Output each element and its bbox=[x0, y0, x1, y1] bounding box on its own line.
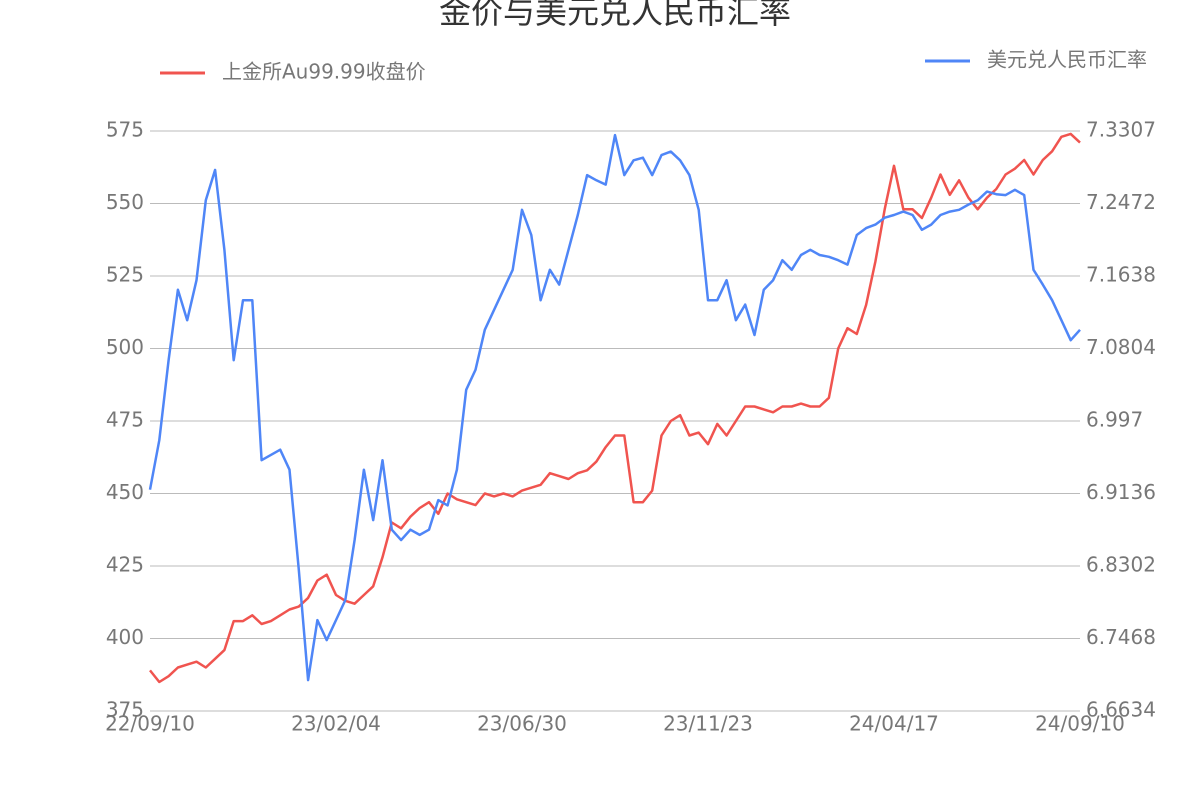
y2-tick-label: 7.1638 bbox=[1086, 263, 1156, 287]
y2-tick-label: 6.7468 bbox=[1086, 625, 1156, 649]
x-tick-label: 24/09/10 bbox=[1035, 712, 1125, 736]
x-tick-label: 23/11/23 bbox=[663, 712, 753, 736]
series-line bbox=[148, 133, 1081, 682]
x-tick-label: 22/09/10 bbox=[105, 712, 195, 736]
legend-label: 美元兑人民币汇率 bbox=[987, 48, 1147, 72]
y-tick-label: 425 bbox=[106, 553, 144, 577]
series-line bbox=[149, 132, 1081, 684]
x-tick-label: 23/02/04 bbox=[291, 712, 381, 736]
y2-tick-label: 7.3307 bbox=[1086, 118, 1156, 142]
y2-tick-label: 6.997 bbox=[1086, 408, 1143, 432]
y-tick-label: 500 bbox=[106, 335, 144, 359]
y-tick-label: 400 bbox=[106, 625, 144, 649]
y2-tick-label: 6.9136 bbox=[1086, 480, 1156, 504]
y-tick-label: 475 bbox=[106, 408, 144, 432]
y-tick-label: 450 bbox=[106, 480, 144, 504]
chart-title: 金价与美元兑人民币汇率 bbox=[439, 0, 791, 31]
x-tick-label: 24/04/17 bbox=[849, 712, 939, 736]
x-tick-label: 23/06/30 bbox=[477, 712, 567, 736]
y2-tick-label: 6.6634 bbox=[1086, 698, 1156, 722]
y2-tick-label: 7.2472 bbox=[1086, 190, 1156, 214]
legend-label: 上金所Au99.99收盘价 bbox=[222, 60, 426, 84]
y2-tick-label: 7.0804 bbox=[1086, 335, 1156, 359]
y-tick-label: 375 bbox=[106, 698, 144, 722]
y-tick-label: 550 bbox=[106, 190, 144, 214]
y-tick-label: 525 bbox=[106, 263, 144, 287]
y2-tick-label: 6.8302 bbox=[1086, 553, 1156, 577]
y-tick-label: 575 bbox=[106, 118, 144, 142]
